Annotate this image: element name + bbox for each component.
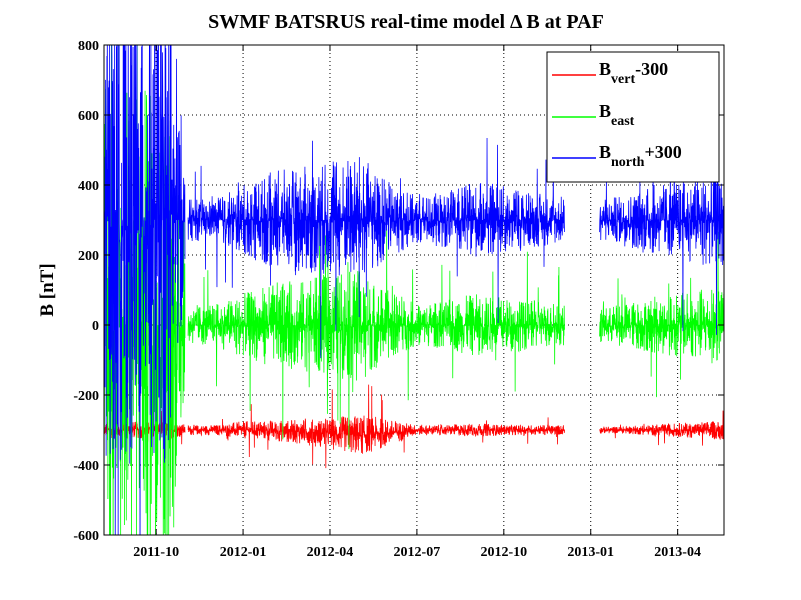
plot-frame: [103, 44, 725, 536]
chart-title: SWMF BATSRUS real-time model Δ B at PAF: [208, 11, 604, 33]
y-tick-label: 600: [78, 109, 99, 124]
x-tick-label: 2012-01: [220, 545, 267, 560]
legend-label-east: Beast: [599, 101, 635, 129]
y-axis-label: B [nT]: [37, 263, 58, 316]
legend-label-north: Bnorth+300: [599, 142, 682, 170]
y-tick-label: 0: [92, 319, 99, 334]
x-tick-label: 2011-10: [133, 545, 179, 560]
legend-sub-north: north: [611, 155, 645, 170]
legend: Bvert-300 Beast Bnorth+300: [546, 51, 720, 183]
y-tick-label: 400: [78, 179, 99, 194]
legend-suffix-vert: -300: [635, 59, 668, 79]
x-tick-label: 2012-07: [394, 545, 441, 560]
legend-suffix-north: +300: [644, 142, 681, 162]
y-tick-label: 800: [78, 39, 99, 54]
x-tick-label: 2012-04: [307, 545, 354, 560]
y-tick-label: 200: [78, 249, 99, 264]
legend-main-vert: B: [599, 59, 611, 79]
legend-main-east: B: [599, 101, 611, 121]
x-tick-label: 2013-01: [567, 545, 614, 560]
series-layer: [104, 45, 724, 535]
legend-main-north: B: [599, 142, 611, 162]
y-tick-label: -200: [73, 389, 99, 404]
y-tick-label: -600: [73, 529, 99, 544]
legend-sub-east: east: [611, 114, 635, 129]
axis-ticks: -600 -400 -200 0 200 400 600 800 2011-10 2012-01 2…: [73, 39, 724, 560]
series-line-north: [104, 45, 724, 535]
x-tick-label: 2013-04: [654, 545, 701, 560]
y-tick-label: -400: [73, 459, 99, 474]
series-group: [104, 45, 724, 535]
legend-sub-vert: vert: [611, 72, 635, 87]
legend-label-vert: Bvert-300: [599, 59, 668, 87]
x-tick-label: 2012-10: [480, 545, 527, 560]
